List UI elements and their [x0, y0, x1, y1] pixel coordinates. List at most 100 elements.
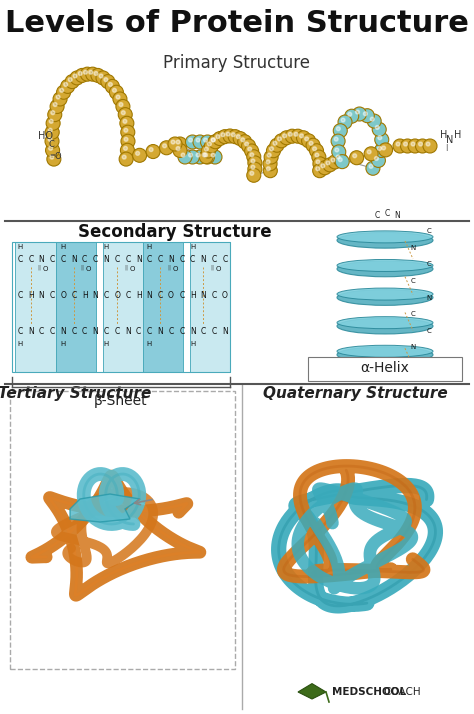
Circle shape: [48, 129, 52, 132]
Circle shape: [113, 92, 127, 106]
Circle shape: [104, 78, 108, 81]
Bar: [10, 391, 235, 669]
Circle shape: [119, 152, 133, 166]
Circle shape: [121, 125, 135, 139]
Circle shape: [283, 134, 286, 138]
Circle shape: [47, 152, 61, 166]
Circle shape: [248, 147, 252, 151]
Text: C: C: [179, 291, 184, 301]
Text: C: C: [168, 328, 173, 336]
Circle shape: [178, 150, 192, 164]
Circle shape: [176, 146, 180, 151]
Circle shape: [374, 144, 389, 158]
Ellipse shape: [337, 290, 433, 306]
Ellipse shape: [337, 259, 433, 271]
Ellipse shape: [337, 288, 433, 300]
Circle shape: [336, 155, 340, 159]
Circle shape: [333, 124, 347, 138]
Circle shape: [213, 131, 227, 146]
Text: C: C: [158, 291, 163, 301]
Text: H: H: [440, 130, 447, 140]
Circle shape: [379, 143, 392, 157]
Polygon shape: [16, 242, 55, 372]
Circle shape: [119, 103, 123, 106]
Circle shape: [48, 137, 52, 141]
Text: Primary Structure: Primary Structure: [164, 54, 310, 72]
Text: N: N: [39, 291, 45, 301]
Circle shape: [331, 134, 345, 148]
Text: O: O: [43, 266, 48, 272]
Circle shape: [201, 135, 215, 149]
Text: O: O: [222, 291, 228, 301]
Text: N: N: [146, 291, 152, 301]
Text: N: N: [190, 328, 195, 336]
Text: C: C: [374, 211, 380, 220]
Circle shape: [45, 134, 59, 149]
Text: C: C: [190, 254, 195, 263]
Circle shape: [370, 117, 374, 121]
Circle shape: [61, 79, 75, 94]
Circle shape: [338, 158, 342, 161]
Circle shape: [393, 139, 407, 153]
Text: O: O: [216, 266, 221, 272]
Circle shape: [378, 136, 382, 140]
Circle shape: [364, 112, 367, 116]
Circle shape: [208, 150, 222, 164]
Circle shape: [211, 138, 215, 142]
Text: N: N: [427, 294, 432, 301]
Circle shape: [264, 164, 277, 178]
Circle shape: [116, 95, 120, 99]
Text: C: C: [82, 328, 87, 336]
Text: O: O: [86, 266, 91, 272]
Text: C: C: [115, 254, 120, 263]
Circle shape: [396, 142, 400, 146]
Text: N: N: [157, 328, 163, 336]
Circle shape: [226, 132, 230, 136]
Ellipse shape: [337, 233, 433, 248]
Circle shape: [223, 129, 237, 143]
Bar: [12, 242, 230, 372]
Circle shape: [247, 169, 261, 182]
Text: N: N: [222, 328, 228, 336]
Circle shape: [353, 107, 366, 121]
Circle shape: [367, 114, 381, 128]
Circle shape: [75, 69, 89, 82]
Text: N: N: [201, 254, 206, 263]
Circle shape: [218, 130, 232, 144]
Ellipse shape: [337, 346, 433, 357]
Circle shape: [101, 74, 115, 89]
Circle shape: [313, 164, 327, 178]
Circle shape: [248, 162, 262, 176]
Text: N: N: [201, 291, 206, 301]
Text: C: C: [82, 254, 87, 263]
Circle shape: [403, 142, 408, 146]
Circle shape: [426, 142, 430, 146]
Circle shape: [419, 142, 422, 146]
Circle shape: [310, 144, 324, 158]
Text: α-Helix: α-Helix: [361, 361, 410, 375]
Text: C: C: [104, 291, 109, 301]
Circle shape: [375, 126, 379, 129]
Circle shape: [353, 154, 356, 158]
Polygon shape: [70, 494, 140, 522]
Text: H: H: [18, 244, 23, 250]
Circle shape: [196, 153, 200, 157]
Circle shape: [163, 144, 166, 148]
Text: C: C: [427, 328, 431, 333]
Circle shape: [124, 146, 128, 150]
Text: C: C: [50, 291, 55, 301]
Circle shape: [291, 129, 305, 144]
Circle shape: [221, 133, 225, 136]
Circle shape: [360, 109, 374, 123]
Circle shape: [237, 135, 252, 149]
Circle shape: [124, 129, 128, 132]
Circle shape: [273, 141, 277, 145]
Text: Tertiary Structure: Tertiary Structure: [0, 386, 152, 401]
Circle shape: [171, 140, 175, 144]
Text: Quaternary Structure: Quaternary Structure: [263, 386, 447, 401]
Circle shape: [109, 83, 112, 86]
Text: C: C: [427, 361, 431, 367]
Circle shape: [201, 144, 215, 158]
Circle shape: [81, 67, 94, 81]
Text: O: O: [60, 291, 66, 301]
